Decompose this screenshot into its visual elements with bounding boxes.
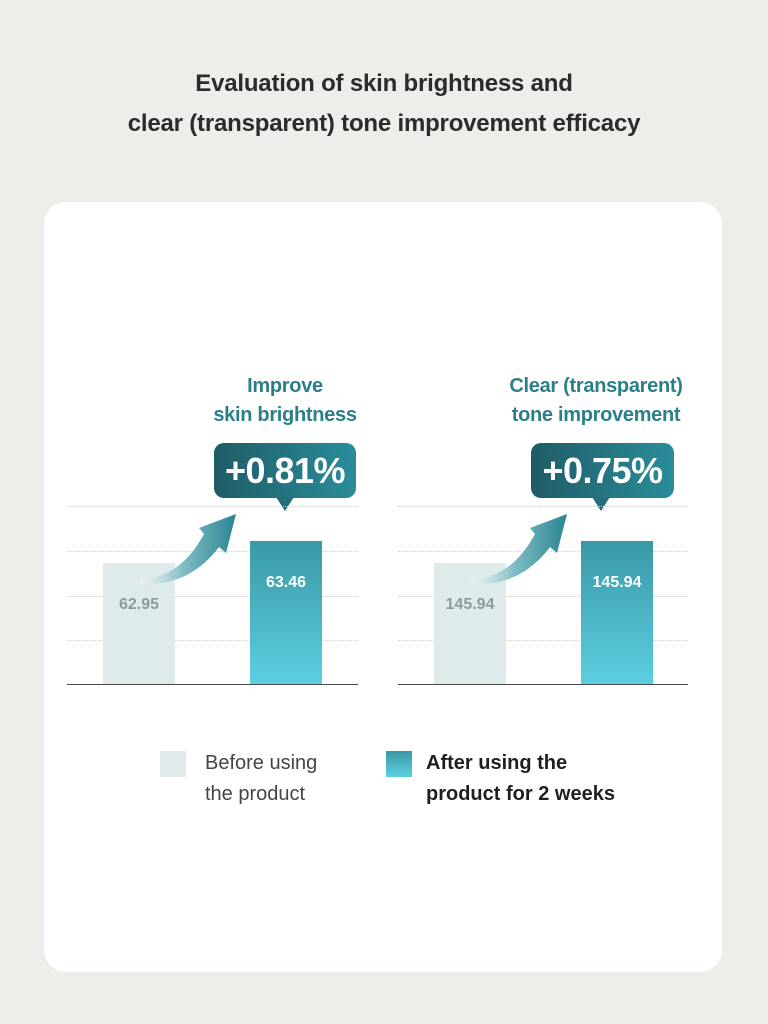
chart-2-callout-pointer bbox=[592, 497, 610, 511]
chart-2-heading-line-2: tone improvement bbox=[511, 404, 681, 426]
chart-1-heading-line-1: Improve bbox=[247, 375, 323, 397]
legend-before-line-1: Before using bbox=[205, 752, 318, 774]
legend-swatch-after bbox=[386, 751, 412, 777]
chart-1-callout: +0.81% bbox=[214, 443, 356, 498]
chart-1-bar-after: 63.46 bbox=[250, 541, 322, 685]
chart-2-heading: Clear (transparent) tone improvement bbox=[486, 372, 706, 430]
chart-1-gridline bbox=[67, 640, 358, 641]
chart-2-gridline bbox=[398, 596, 688, 597]
chart-2-callout: +0.75% bbox=[531, 443, 674, 498]
chart-1-value-after: 63.46 bbox=[265, 574, 307, 591]
chart-2-gridline bbox=[398, 506, 688, 507]
chart-1-value-before: 62.95 bbox=[118, 596, 160, 613]
page-title-line-2: clear (transparent) tone improvement eff… bbox=[127, 110, 641, 137]
chart-1-heading: Improve skin brightness bbox=[175, 372, 395, 430]
chart-1-gridline bbox=[67, 506, 358, 507]
legend-after-line-1: After using the bbox=[426, 752, 568, 774]
chart-2-baseline bbox=[398, 684, 688, 685]
legend-before-line-2: the product bbox=[205, 783, 306, 805]
page-title-line-1: Evaluation of skin brightness and bbox=[195, 70, 573, 97]
chart-1-baseline bbox=[67, 684, 358, 685]
chart-1-callout-pointer bbox=[276, 497, 294, 511]
chart-2-heading-line-1: Clear (transparent) bbox=[509, 375, 683, 397]
chart-2-gridline bbox=[398, 640, 688, 641]
legend-swatch-before bbox=[160, 751, 186, 777]
chart-2-value-after: 145.94 bbox=[592, 574, 642, 591]
legend-label-after: After using the product for 2 weeks bbox=[426, 748, 615, 810]
chart-1-heading-line-2: skin brightness bbox=[213, 404, 357, 426]
chart-2-bar-before: 145.94 bbox=[434, 563, 506, 685]
chart-1-bar-before: 62.95 bbox=[103, 563, 175, 685]
chart-1-gridline bbox=[67, 596, 358, 597]
legend-after-line-2: product for 2 weeks bbox=[426, 783, 615, 805]
chart-2-value-before: 145.94 bbox=[445, 596, 495, 613]
chart-2-bar-after: 145.94 bbox=[581, 541, 653, 685]
legend-label-before: Before using the product bbox=[205, 748, 317, 810]
